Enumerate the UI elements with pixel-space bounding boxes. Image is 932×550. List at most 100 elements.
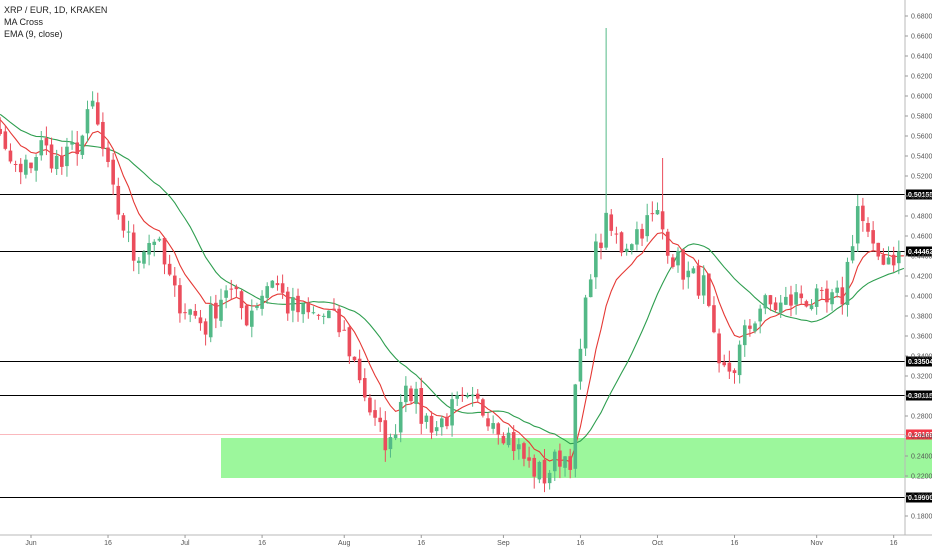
candle-body <box>347 327 352 357</box>
candle-body <box>373 410 377 418</box>
candle-body <box>157 238 162 241</box>
candle-body <box>871 230 875 244</box>
candle-body <box>594 241 598 278</box>
candle-body <box>75 142 80 155</box>
candle-body <box>95 102 100 125</box>
candle-body <box>198 317 203 324</box>
candle-body <box>758 308 762 322</box>
candle-body <box>609 214 614 231</box>
candle-body <box>568 456 572 470</box>
candle-body <box>65 146 69 167</box>
candle-body <box>809 305 814 310</box>
candle-body <box>106 147 110 162</box>
candle-body <box>511 432 516 452</box>
candle-body <box>701 275 706 296</box>
level-tag <box>906 492 932 503</box>
level-tag <box>906 356 932 367</box>
candle-body <box>188 309 192 315</box>
candle-body <box>748 325 752 329</box>
candle-body <box>306 302 311 313</box>
candle-body <box>522 443 526 459</box>
candle-body <box>178 285 182 314</box>
candle-body <box>255 306 259 308</box>
candle-body <box>542 459 547 484</box>
time-axis[interactable]: Jun 16 Jul 16 Aug 16 Sep 16 Oct 16 Nov 16 <box>0 534 932 547</box>
x-tick-label: 16 <box>258 540 266 547</box>
candle-body <box>434 427 439 432</box>
candlesticks <box>0 28 901 493</box>
candle-body <box>845 261 850 305</box>
candle-body <box>676 250 680 266</box>
candle-body <box>383 420 388 451</box>
candle-body <box>13 163 18 165</box>
candle-body <box>429 415 434 433</box>
level-tag-label: 0.30115 <box>908 393 932 400</box>
candle-body <box>537 461 542 480</box>
candle-body <box>116 185 121 215</box>
candle-body <box>532 457 537 477</box>
candle-body <box>861 205 865 222</box>
level-tag-label: 0.19900 <box>908 495 932 502</box>
candle-body <box>891 254 896 266</box>
candle-body <box>814 288 819 307</box>
candle-body <box>850 246 855 261</box>
candle-body <box>665 231 670 256</box>
candle-body <box>44 138 49 146</box>
indicator-ma-cross[interactable]: MA Cross <box>4 17 44 27</box>
candle-body <box>671 257 675 267</box>
candle-body <box>224 290 228 298</box>
candle-body <box>763 295 768 309</box>
candle-body <box>558 450 562 467</box>
x-tick-label: 16 <box>104 540 112 547</box>
candle-body <box>39 140 44 156</box>
candle-body <box>54 155 59 170</box>
candle-body <box>897 251 901 264</box>
x-tick-label: Sep <box>497 540 510 547</box>
candle-body <box>60 155 64 167</box>
level-tag-label: 0.44462 <box>908 249 932 256</box>
candle-body <box>737 344 742 376</box>
candle-body <box>49 144 54 169</box>
candle-body <box>70 142 74 145</box>
candle-body <box>496 423 501 435</box>
candle-body <box>825 288 829 303</box>
level-tag-label: 0.33504 <box>908 359 932 366</box>
candle-body <box>229 288 234 290</box>
candle-body <box>588 279 593 298</box>
candle-body <box>599 242 603 249</box>
candle-body <box>167 263 172 275</box>
candle-body <box>311 312 316 314</box>
candle-body <box>886 257 891 265</box>
candle-body <box>491 423 495 429</box>
candle-body <box>753 323 757 332</box>
level-tag <box>906 189 932 200</box>
indicator-ema[interactable]: EMA (9, close) <box>4 29 63 39</box>
y-tick-label: 0.68000 <box>911 14 932 21</box>
candle-body <box>799 293 804 299</box>
candle-body <box>717 333 721 364</box>
candle-body <box>778 302 783 313</box>
candle-body <box>332 308 336 311</box>
candle-body <box>285 291 290 314</box>
candle-body <box>552 451 557 472</box>
candle-body <box>239 291 244 309</box>
x-tick-label: Nov <box>810 540 823 547</box>
candle-body <box>629 244 634 251</box>
candle-body <box>404 385 408 403</box>
candle-body <box>784 296 788 305</box>
candle-body <box>352 356 357 361</box>
candle-body <box>244 305 249 326</box>
